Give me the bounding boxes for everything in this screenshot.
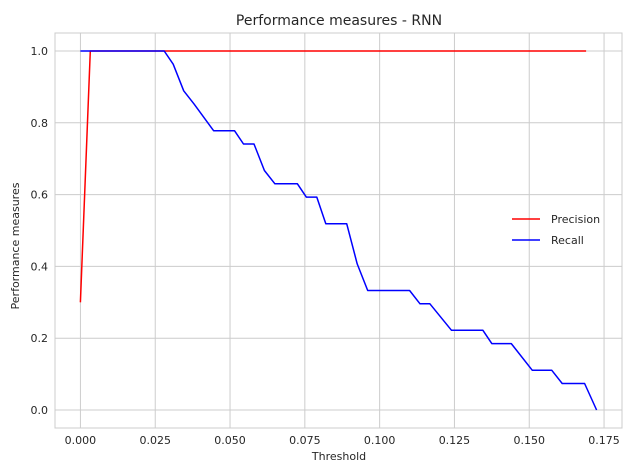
series-line-precision — [79, 50, 587, 303]
y-tick-label: 0.0 — [31, 404, 49, 417]
legend-item-recall: Recall — [512, 234, 584, 247]
legend-label: Precision — [551, 213, 600, 226]
y-tick-label: 0.8 — [31, 117, 49, 130]
x-tick-label: 0.150 — [513, 434, 545, 447]
y-tick-label: 0.2 — [31, 332, 49, 345]
x-tick-label: 0.025 — [139, 434, 171, 447]
plot-frame — [54, 32, 623, 429]
x-tick-label: 0.100 — [364, 434, 396, 447]
y-tick-label: 1.0 — [31, 45, 49, 58]
y-tick-label: 0.4 — [31, 260, 49, 273]
legend: Precision Recall — [512, 213, 600, 247]
x-tick-label: 0.175 — [588, 434, 620, 447]
y-axis-label: Performance measures — [9, 182, 22, 309]
x-axis-ticks: 0.000 0.025 0.050 0.075 0.100 0.125 0.150 0.175 — [65, 434, 620, 447]
grid — [55, 33, 622, 428]
legend-label: Recall — [551, 234, 584, 247]
y-axis-ticks: 0.0 0.2 0.4 0.6 0.8 1.0 — [31, 45, 49, 417]
x-tick-label: 0.075 — [289, 434, 321, 447]
series-layer — [79, 50, 598, 411]
chart-title: Performance measures - RNN — [236, 13, 442, 29]
legend-item-precision: Precision — [512, 213, 600, 226]
y-tick-label: 0.6 — [31, 189, 49, 202]
series-line-recall — [80, 50, 598, 411]
x-tick-label: 0.050 — [214, 434, 246, 447]
x-tick-label: 0.000 — [65, 434, 97, 447]
x-axis-label: Threshold — [311, 450, 366, 463]
x-tick-label: 0.125 — [439, 434, 471, 447]
